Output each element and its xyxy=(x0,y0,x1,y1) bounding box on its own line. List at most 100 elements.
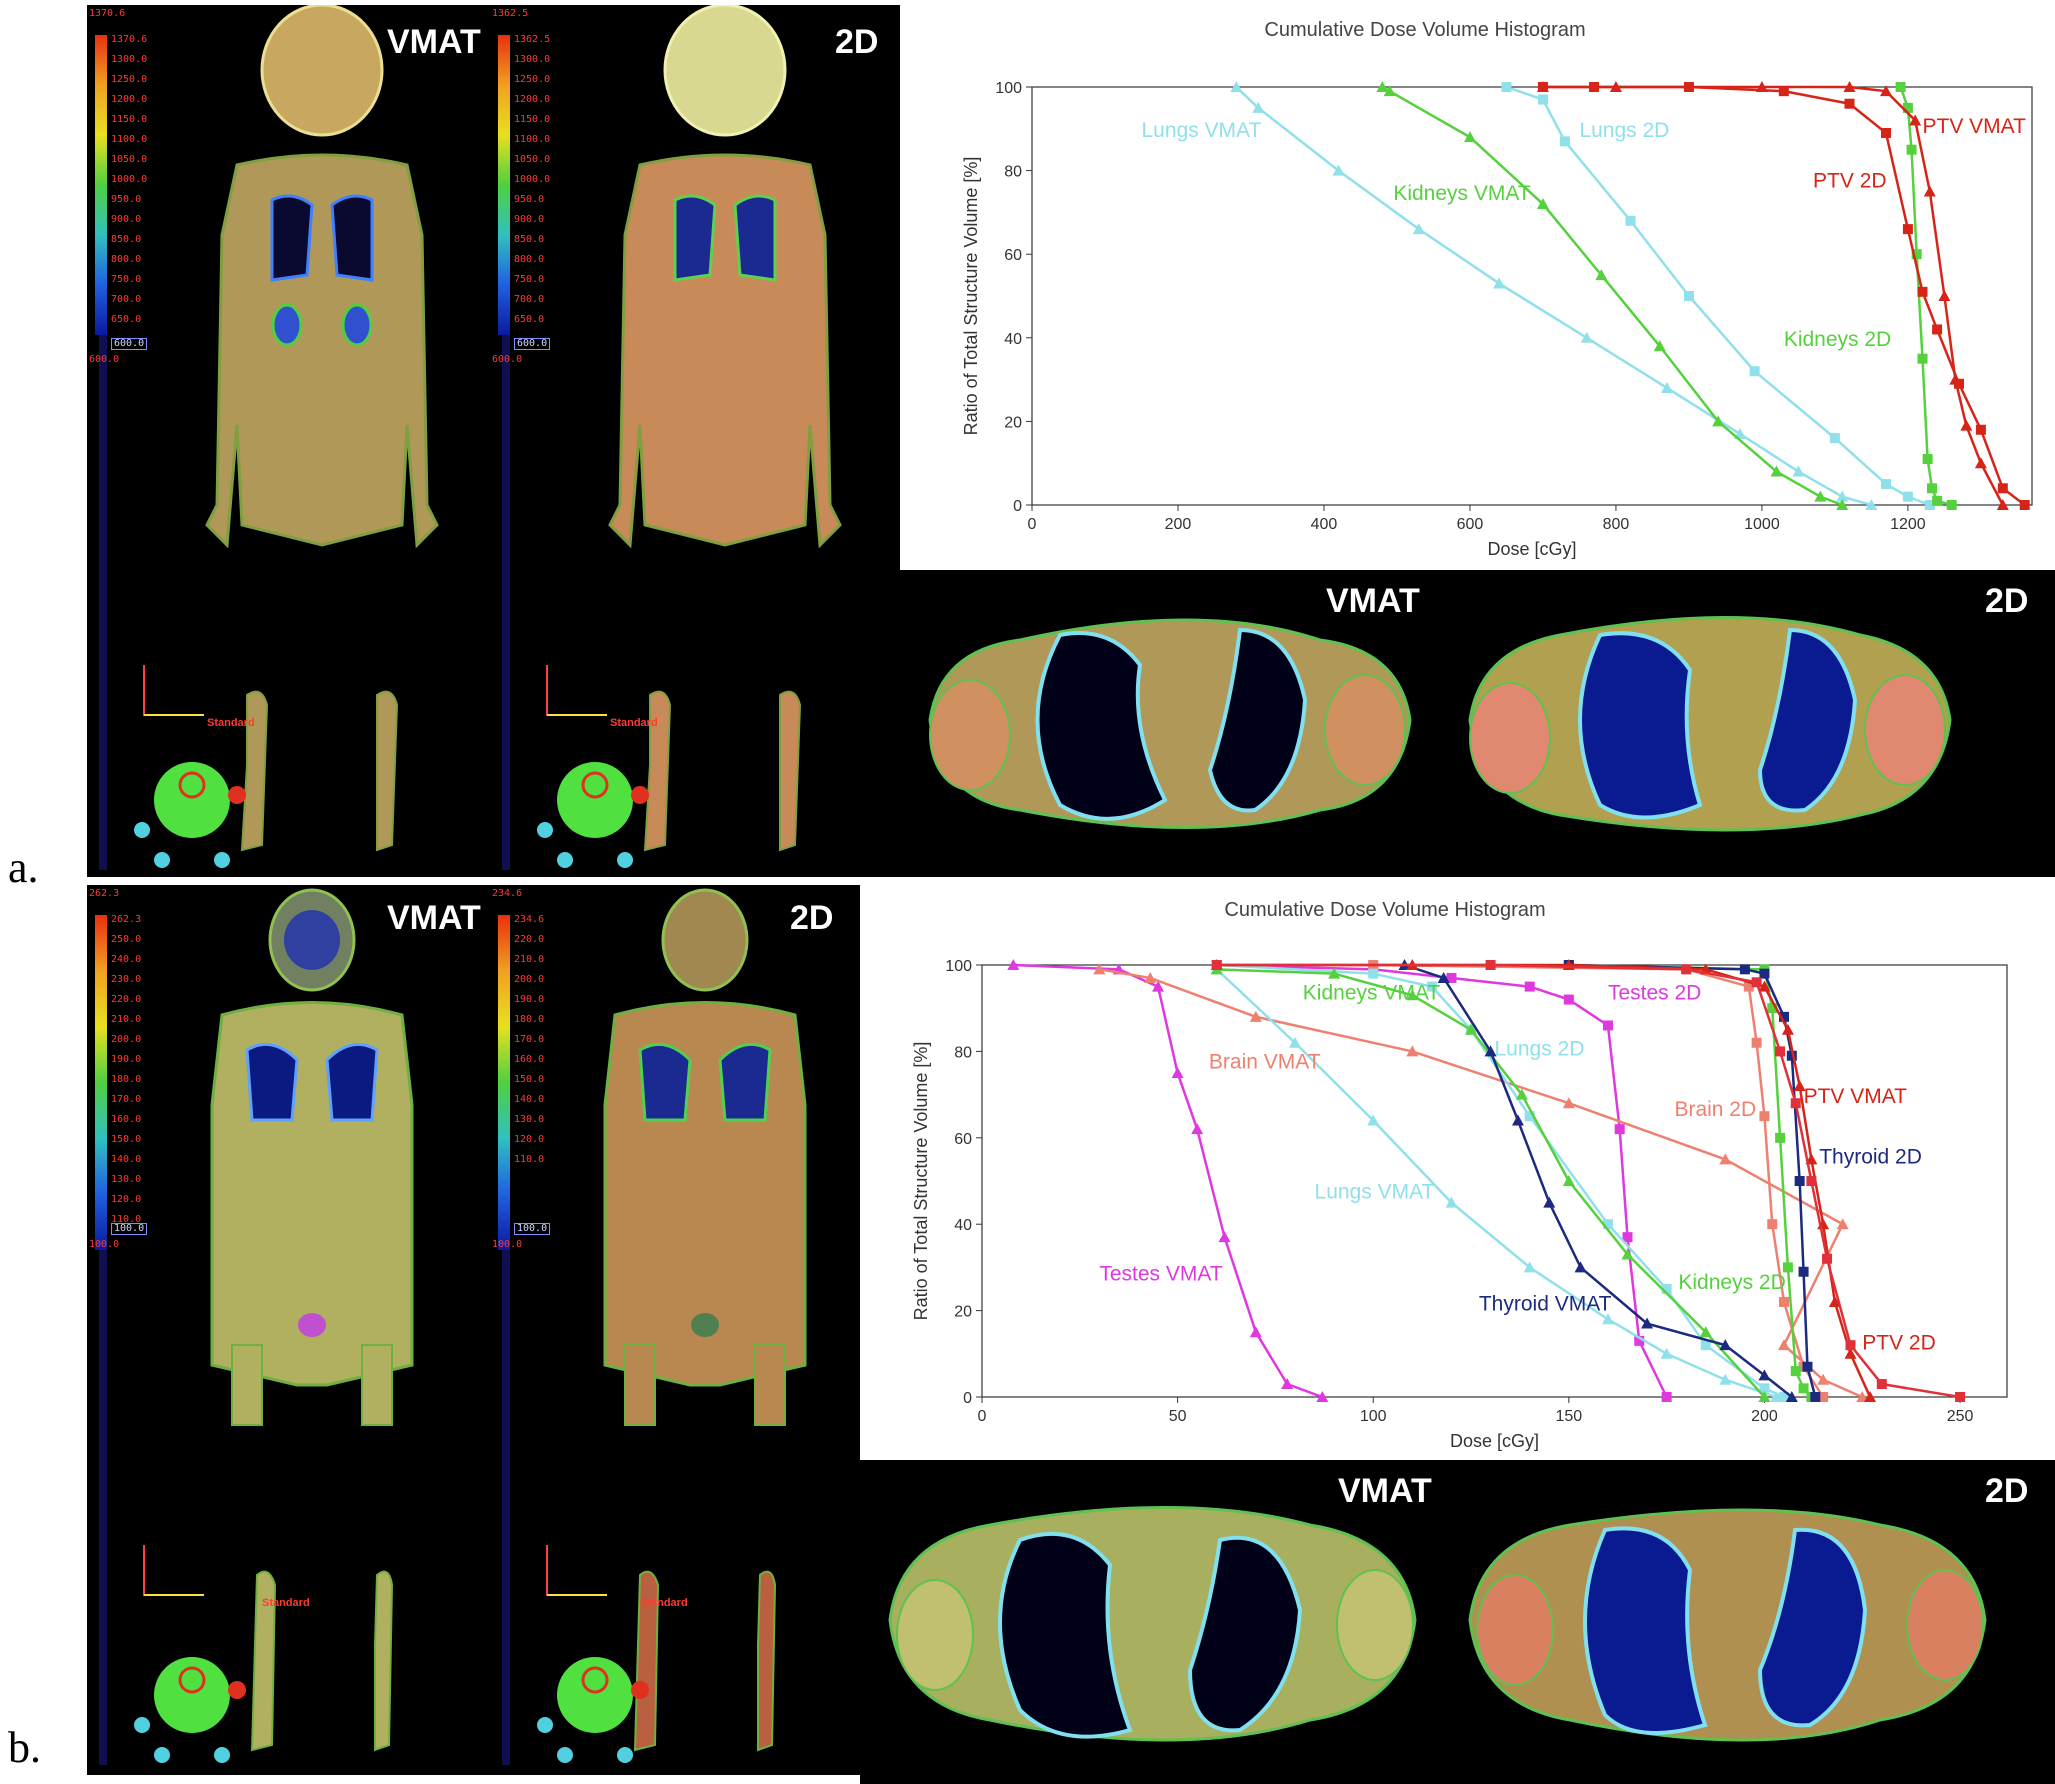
colorbar-top-value: 262.3 xyxy=(111,914,142,925)
colorbar-tick-label: 220.0 xyxy=(514,934,545,945)
series-line xyxy=(1215,968,1777,1399)
data-point xyxy=(1252,101,1265,113)
colorbar-tick-label: 1100.0 xyxy=(111,134,148,145)
series-line xyxy=(1099,968,1863,1399)
data-point xyxy=(1621,1248,1634,1260)
series-line xyxy=(1013,963,1323,1399)
data-point xyxy=(1562,1175,1575,1186)
data-point xyxy=(1445,1196,1458,1208)
data-point xyxy=(1792,465,1805,477)
data-point xyxy=(1281,1378,1294,1390)
series-line xyxy=(1506,85,1931,507)
colorbar-tick-label: 1250.0 xyxy=(514,74,551,85)
data-point xyxy=(1463,131,1476,143)
coronal-scan-vmat-a: 1370.6 1370.6 1300.0 1250.0 1200.0 1150.0 11… xyxy=(87,5,490,877)
colorbar-tick-label: 850.0 xyxy=(514,234,545,245)
data-point xyxy=(1524,1111,1535,1122)
dvh-plot: 0 200 400 600 800 1000 1200 0 20 40 60 80 100 Dose [c… xyxy=(961,80,2033,559)
data-point xyxy=(1778,86,1789,97)
y-tick-label: 80 xyxy=(1004,164,1022,181)
series-label: Brain 2D xyxy=(1674,1098,1756,1121)
data-point xyxy=(1700,1340,1711,1351)
data-point xyxy=(1316,1391,1329,1402)
body-silhouette xyxy=(537,5,842,868)
data-point xyxy=(1817,1373,1830,1385)
colorbar-tick-label: 150.0 xyxy=(111,1134,142,1145)
data-point xyxy=(1562,1097,1575,1109)
data-point xyxy=(1955,1392,1966,1402)
colorbar xyxy=(498,35,510,335)
series-label: Kidneys VMAT xyxy=(1303,982,1440,1005)
chart-title: Cumulative Dose Volume Histogram xyxy=(1264,19,1586,41)
series-line xyxy=(1381,85,1843,507)
data-point xyxy=(1367,1114,1380,1126)
data-point xyxy=(1798,1383,1809,1394)
y-tick-label: 0 xyxy=(963,1390,972,1407)
data-point xyxy=(1909,114,1922,126)
data-point xyxy=(1511,1114,1524,1126)
data-point xyxy=(1683,82,1694,92)
colorbar-tick-label: 700.0 xyxy=(111,294,142,305)
data-point xyxy=(1144,971,1157,983)
colorbar-tick-label: 160.0 xyxy=(514,1054,545,1065)
y-axis-label: Ratio of Total Structure Volume [%] xyxy=(961,157,981,436)
data-point xyxy=(1681,964,1692,975)
series-line xyxy=(1216,963,1668,1398)
data-point xyxy=(1368,968,1379,979)
data-point xyxy=(1781,1023,1794,1035)
data-point xyxy=(1922,454,1933,465)
data-point xyxy=(1767,1003,1778,1014)
dvh-chart-b: Cumulative Dose Volume Histogram 0 50 100 1… xyxy=(860,885,2055,1460)
data-point xyxy=(1836,499,1849,510)
series-line xyxy=(1373,963,1825,1398)
x-tick-label: 250 xyxy=(1947,1408,1974,1425)
colorbar-top-value: 1362.5 xyxy=(514,34,551,45)
data-point xyxy=(1844,1347,1857,1359)
y-tick-label: 100 xyxy=(945,958,972,975)
colorbar-min: 100.0 xyxy=(492,1239,523,1250)
colorbar-tick-label: 1050.0 xyxy=(514,154,551,165)
data-point xyxy=(1661,381,1674,393)
x-tick-label: 1200 xyxy=(1890,516,1926,533)
colorbar-min-box: 600.0 xyxy=(111,338,148,350)
colorbar-tick-label: 140.0 xyxy=(514,1094,545,1105)
data-point xyxy=(1739,964,1750,975)
series-label: Lungs 2D xyxy=(1495,1038,1585,1061)
series-line xyxy=(1404,963,1793,1398)
x-tick-label: 100 xyxy=(1360,1408,1387,1425)
data-point xyxy=(1856,1391,1869,1402)
data-point xyxy=(1699,1326,1712,1338)
data-point xyxy=(1938,290,1951,301)
data-point xyxy=(1634,1335,1645,1346)
x-tick-label: 200 xyxy=(1751,1408,1778,1425)
colorbar-tick-label: 160.0 xyxy=(111,1114,142,1125)
colorbar-tick-label: 1300.0 xyxy=(514,54,551,65)
colorbar-tick-label: 900.0 xyxy=(111,214,142,225)
colorbar-top-value: 1370.6 xyxy=(111,34,148,45)
data-point xyxy=(1758,1369,1771,1381)
data-point xyxy=(1786,1050,1797,1061)
colorbar-tick-label: 200.0 xyxy=(111,1034,142,1045)
scan-label-vmat: VMAT xyxy=(1326,582,1420,620)
data-point xyxy=(1864,1391,1877,1402)
scan-label-2d: 2D xyxy=(1985,1472,2029,1510)
series-label: PTV 2D xyxy=(1813,169,1887,192)
data-point xyxy=(1328,967,1341,979)
colorbar-tick-label: 220.0 xyxy=(111,994,142,1005)
colorbar-tick-label: 950.0 xyxy=(111,194,142,205)
colorbar xyxy=(95,35,107,335)
data-point xyxy=(1793,1079,1806,1091)
scan-label-2d: 2D xyxy=(1985,582,2029,620)
data-point xyxy=(1836,490,1849,502)
colorbar-tick-label: 120.0 xyxy=(111,1194,142,1205)
colorbar-tick-label: 950.0 xyxy=(514,194,545,205)
colorbar-tick-label: 1200.0 xyxy=(111,94,148,105)
colorbar-tick-label: 750.0 xyxy=(514,274,545,285)
data-point xyxy=(1902,224,1913,235)
data-point xyxy=(1767,1219,1778,1230)
data-point xyxy=(1927,483,1937,494)
colorbar-tick-label: 200.0 xyxy=(514,974,545,985)
scan-label-vmat: VMAT xyxy=(1338,1472,1432,1510)
colorbar-tick-label: 250.0 xyxy=(111,934,142,945)
y-tick-label: 20 xyxy=(954,1304,972,1321)
